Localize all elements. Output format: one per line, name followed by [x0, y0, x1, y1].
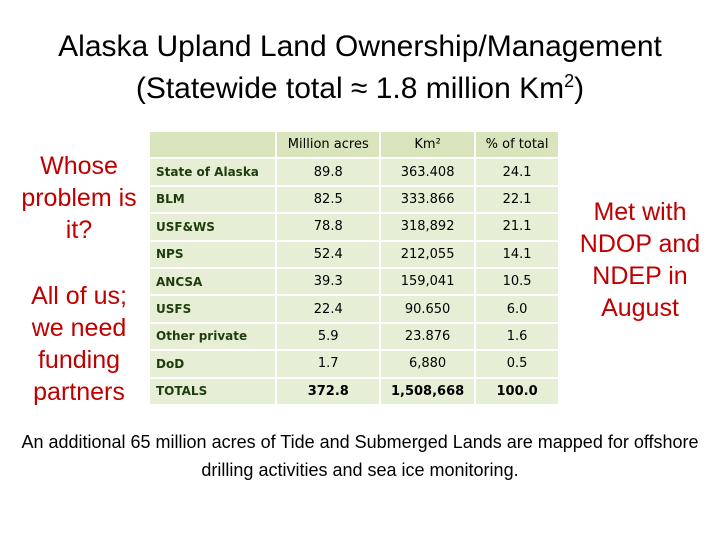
- title-line: Alaska Upland Land Ownership/Management: [58, 30, 662, 63]
- title-text: ): [574, 72, 585, 105]
- header-cell: Km²: [379, 129, 477, 160]
- table-cell: 10.5: [474, 266, 560, 297]
- table-row: USFS 22.4 90.650 6.0: [147, 294, 560, 324]
- footer-note: An additional 65 million acres of Tide a…: [21, 432, 699, 480]
- row-label: ANCSA: [147, 266, 278, 297]
- row-label: NPS: [147, 239, 278, 269]
- row-label: TOTALS: [147, 376, 278, 407]
- header-cell: Million acres: [275, 129, 382, 160]
- table-cell: 82.5: [275, 184, 382, 215]
- table-row: TOTALS 372.8 1,508,668 100.0: [147, 376, 560, 407]
- table-cell: 5.9: [275, 321, 382, 352]
- row-label: State of Alaska: [147, 157, 278, 187]
- table-cell: 78.8: [275, 212, 382, 242]
- table-cell: 333.866: [379, 184, 477, 215]
- table-cell: 6.0: [474, 294, 560, 324]
- table-cell: 100.0: [474, 376, 560, 407]
- table-cell: 39.3: [275, 266, 382, 297]
- left-note: Whose problem is it?: [21, 152, 137, 244]
- table-cell: 52.4: [275, 239, 382, 269]
- table-cell: 24.1: [474, 157, 560, 187]
- table-cell: 212,055: [379, 239, 477, 269]
- right-note: Met with NDOP and NDEP in August: [579, 198, 701, 322]
- table-cell: 89.8: [275, 157, 382, 187]
- title-text: (Statewide total ≈ 1.8 million Km: [135, 72, 565, 105]
- header-row: Million acres Km²% of total: [147, 129, 560, 160]
- table-row: ANCSA 39.3 159,041 10.5: [147, 266, 560, 297]
- table-cell: 1,508,668: [379, 376, 477, 407]
- table-cell: 0.5: [474, 349, 560, 379]
- row-label: USFS: [147, 294, 278, 324]
- row-label: USF&WS: [147, 212, 278, 242]
- superscript: 2: [564, 71, 575, 91]
- title: Alaska Upland Land Ownership/Management …: [0, 26, 720, 110]
- title-line: (Statewide total ≈ 1.8 million Km2): [0, 68, 720, 110]
- table-row: Other private 5.9 23.876 1.6: [147, 321, 560, 352]
- row-label: DoD: [147, 349, 278, 379]
- table-cell: 23.876: [379, 321, 477, 352]
- table-cell: 90.650: [379, 294, 477, 324]
- row-label: BLM: [147, 184, 278, 215]
- table-cell: 1.7: [275, 349, 382, 379]
- table-cell: 21.1: [474, 212, 560, 242]
- table-row: State of Alaska 89.8 363.408 24.1: [147, 157, 560, 187]
- table-row: BLM 82.5 333.866 22.1: [147, 184, 560, 215]
- table-cell: 372.8: [275, 376, 382, 407]
- row-label: Other private: [147, 321, 278, 352]
- table-cell: 22.4: [275, 294, 382, 324]
- table-cell: 363.408: [379, 157, 477, 187]
- table-cell: 14.1: [474, 239, 560, 269]
- header-cell: % of total: [474, 129, 560, 160]
- table-cell: 6,880: [379, 349, 477, 379]
- table-cell: 22.1: [474, 184, 560, 215]
- table-row: NPS 52.4 212,055 14.1: [147, 239, 560, 269]
- header-cell: [147, 129, 278, 160]
- left-note: All of us; we need funding partners: [31, 282, 127, 406]
- table-cell: 1.6: [474, 321, 560, 352]
- table-row: USF&WS 78.8 318,892 21.1: [147, 212, 560, 242]
- table-cell: 318,892: [379, 212, 477, 242]
- table-cell: 159,041: [379, 266, 477, 297]
- table-row: DoD 1.7 6,880 0.5: [147, 349, 560, 379]
- ownership-table: Million acres Km²% of total State of Alask…: [147, 129, 560, 407]
